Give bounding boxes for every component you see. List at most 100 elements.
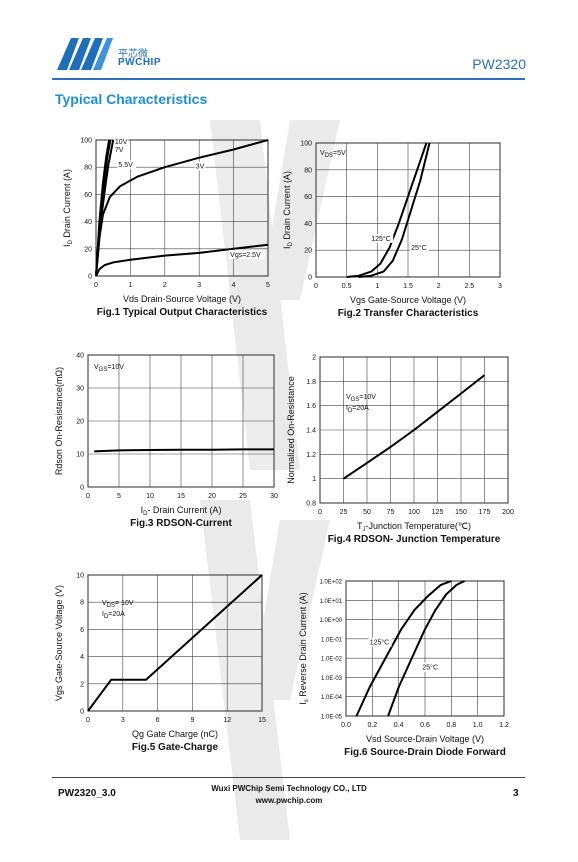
- footer-divider: [52, 777, 525, 778]
- figure-caption: Fig.5 Gate-Charge: [132, 742, 219, 753]
- y-tick-label: 1.0E+02: [319, 580, 342, 586]
- y-axis-label: Is Reverse Drain Current (A): [298, 592, 310, 705]
- x-tick-label: 2: [163, 282, 167, 289]
- series-line-4: [95, 243, 269, 277]
- x-tick-label: 9: [190, 717, 194, 724]
- x-tick-label: 175: [479, 509, 491, 516]
- y-tick-label: 60: [84, 192, 92, 199]
- y-tick-label: 0: [88, 274, 92, 281]
- annotation-line-2: ID=20A: [102, 611, 125, 620]
- y-tick-label: 1.0E+01: [319, 599, 342, 605]
- x-tick-label: 100: [408, 509, 420, 516]
- x-tick-label: 5: [266, 282, 270, 289]
- series-label-bg: [368, 637, 392, 647]
- y-tick-label: 1.0E+00: [319, 618, 342, 624]
- plot-frame: [87, 574, 263, 712]
- y-tick-label: 10: [76, 573, 84, 580]
- series-label: 25°C: [422, 664, 438, 672]
- x-tick-label: 2: [437, 283, 441, 290]
- y-tick-label: 20: [84, 246, 92, 253]
- series-label-bg: [194, 161, 206, 171]
- y-tick-label: 40: [84, 219, 92, 226]
- series-label: 25°C: [411, 244, 427, 252]
- x-tick-label: 6: [156, 717, 160, 724]
- y-tick-label: 60: [304, 194, 312, 201]
- y-tick-label: 2: [80, 681, 84, 688]
- series-label-bg: [421, 662, 441, 672]
- x-tick-label: 50: [363, 509, 371, 516]
- x-tick-label: 200: [502, 509, 514, 516]
- x-tick-label: 25: [340, 509, 348, 516]
- x-tick-label: 0: [86, 717, 90, 724]
- y-tick-label: 30: [76, 386, 84, 393]
- series-label: 10V: [115, 139, 128, 146]
- x-tick-label: 125: [432, 509, 444, 516]
- chart-fig6-diode-forward: 0.0 0.2 0.4 0.6 0.8 1.0 1.2 1.0E-05 1.0E-04 1.0E-…: [298, 580, 509, 759]
- x-axis-label: Vsd Source-Drain Voltage (V): [366, 734, 484, 744]
- y-axis-label: Normalized On-Resistance: [286, 376, 296, 484]
- chart-fig5-gate-charge: 0 3 6 9 12 15 0 2 4 6 8 10 VDS= 10V ID=20A Qg Gate Cha…: [54, 573, 266, 754]
- x-tick-label: 1.2: [499, 722, 509, 729]
- x-tick-label: 12: [223, 717, 231, 724]
- annotation-line-1: VGS=10V: [94, 364, 124, 373]
- y-tick-label: 0: [80, 485, 84, 492]
- x-tick-label: 15: [258, 717, 266, 724]
- x-tick-label: 15: [177, 493, 185, 500]
- x-tick-label: 3: [197, 282, 201, 289]
- series-label: 125°C: [370, 639, 390, 647]
- figure-caption: Fig.3 RDSON-Current: [130, 518, 232, 529]
- series-line-0: [355, 580, 452, 717]
- x-tick-label: 150: [455, 509, 467, 516]
- y-tick-label: 100: [80, 138, 92, 145]
- figure-caption: Fig.4 RDSON- Junction Temperature: [328, 534, 501, 545]
- x-tick-label: 75: [387, 509, 395, 516]
- y-axis-label: ID Drain Current (A): [282, 171, 294, 249]
- y-tick-label: 1.0E-05: [321, 715, 343, 721]
- series-line-0: [346, 142, 428, 278]
- y-tick-label: 8: [80, 600, 84, 607]
- x-tick-label: 20: [208, 493, 216, 500]
- series-line-3: [95, 139, 269, 277]
- y-tick-label: 1.0E-03: [321, 676, 343, 682]
- x-tick-label: 25: [239, 493, 247, 500]
- x-axis-label: Vgs Gate-Source Voltage (V): [350, 295, 466, 305]
- x-tick-label: 4: [232, 282, 236, 289]
- brand-name-cn: 平芯微: [118, 49, 148, 60]
- annotation-line-2: ID=20A: [346, 405, 369, 414]
- chart-fig3-rdson-current: 0 5 10 15 20 25 30 0 10 20 30 40 VGS=10V ID- Drain Cu…: [54, 353, 278, 530]
- x-tick-label: 5: [117, 493, 121, 500]
- y-tick-label: 40: [76, 353, 84, 360]
- website: www.pwchip.com: [255, 796, 323, 805]
- series-label-bg: [370, 233, 394, 243]
- chart-fig2-transfer-characteristics: 0 0.5 1 1.5 2 2.5 3 0 20 40 60 80 100 125°C 25°C VDS=5V…: [282, 141, 502, 320]
- x-tick-label: 0.0: [341, 722, 351, 729]
- x-tick-label: 0: [94, 282, 98, 289]
- x-axis-label: Qg Gate Charge (nC): [132, 729, 218, 739]
- x-tick-label: 0: [314, 283, 318, 290]
- x-tick-label: 0: [318, 509, 322, 516]
- y-tick-label: 4: [80, 654, 84, 661]
- x-tick-label: 10: [146, 493, 154, 500]
- series-label-bg: [113, 137, 129, 147]
- y-tick-label: 0: [308, 275, 312, 282]
- series-label: 3V: [196, 164, 205, 171]
- y-axis-label: ID Drain Current (A): [62, 169, 74, 247]
- y-tick-label: 1.0E-02: [321, 657, 343, 663]
- brand-name-en: PWCHIP: [118, 57, 161, 68]
- y-tick-label: 6: [80, 627, 84, 634]
- x-tick-label: 3: [498, 283, 502, 290]
- series-label-bg: [117, 160, 137, 170]
- y-tick-label: 80: [304, 167, 312, 174]
- series-label-bg: [113, 145, 125, 155]
- y-tick-label: 1.6: [306, 403, 316, 410]
- series-line-1: [358, 142, 431, 278]
- pwchip-logo: [57, 38, 113, 70]
- y-axis-label: Vgs Gate-Source Voltage (V): [54, 585, 64, 701]
- page-number: 3: [513, 788, 519, 799]
- y-tick-label: 100: [300, 141, 312, 148]
- figure-caption: Fig.6 Source-Drain Diode Forward: [344, 747, 506, 758]
- x-tick-label: 1: [375, 283, 379, 290]
- y-tick-label: 1.0E-01: [321, 637, 343, 643]
- y-tick-label: 1.8: [306, 379, 316, 386]
